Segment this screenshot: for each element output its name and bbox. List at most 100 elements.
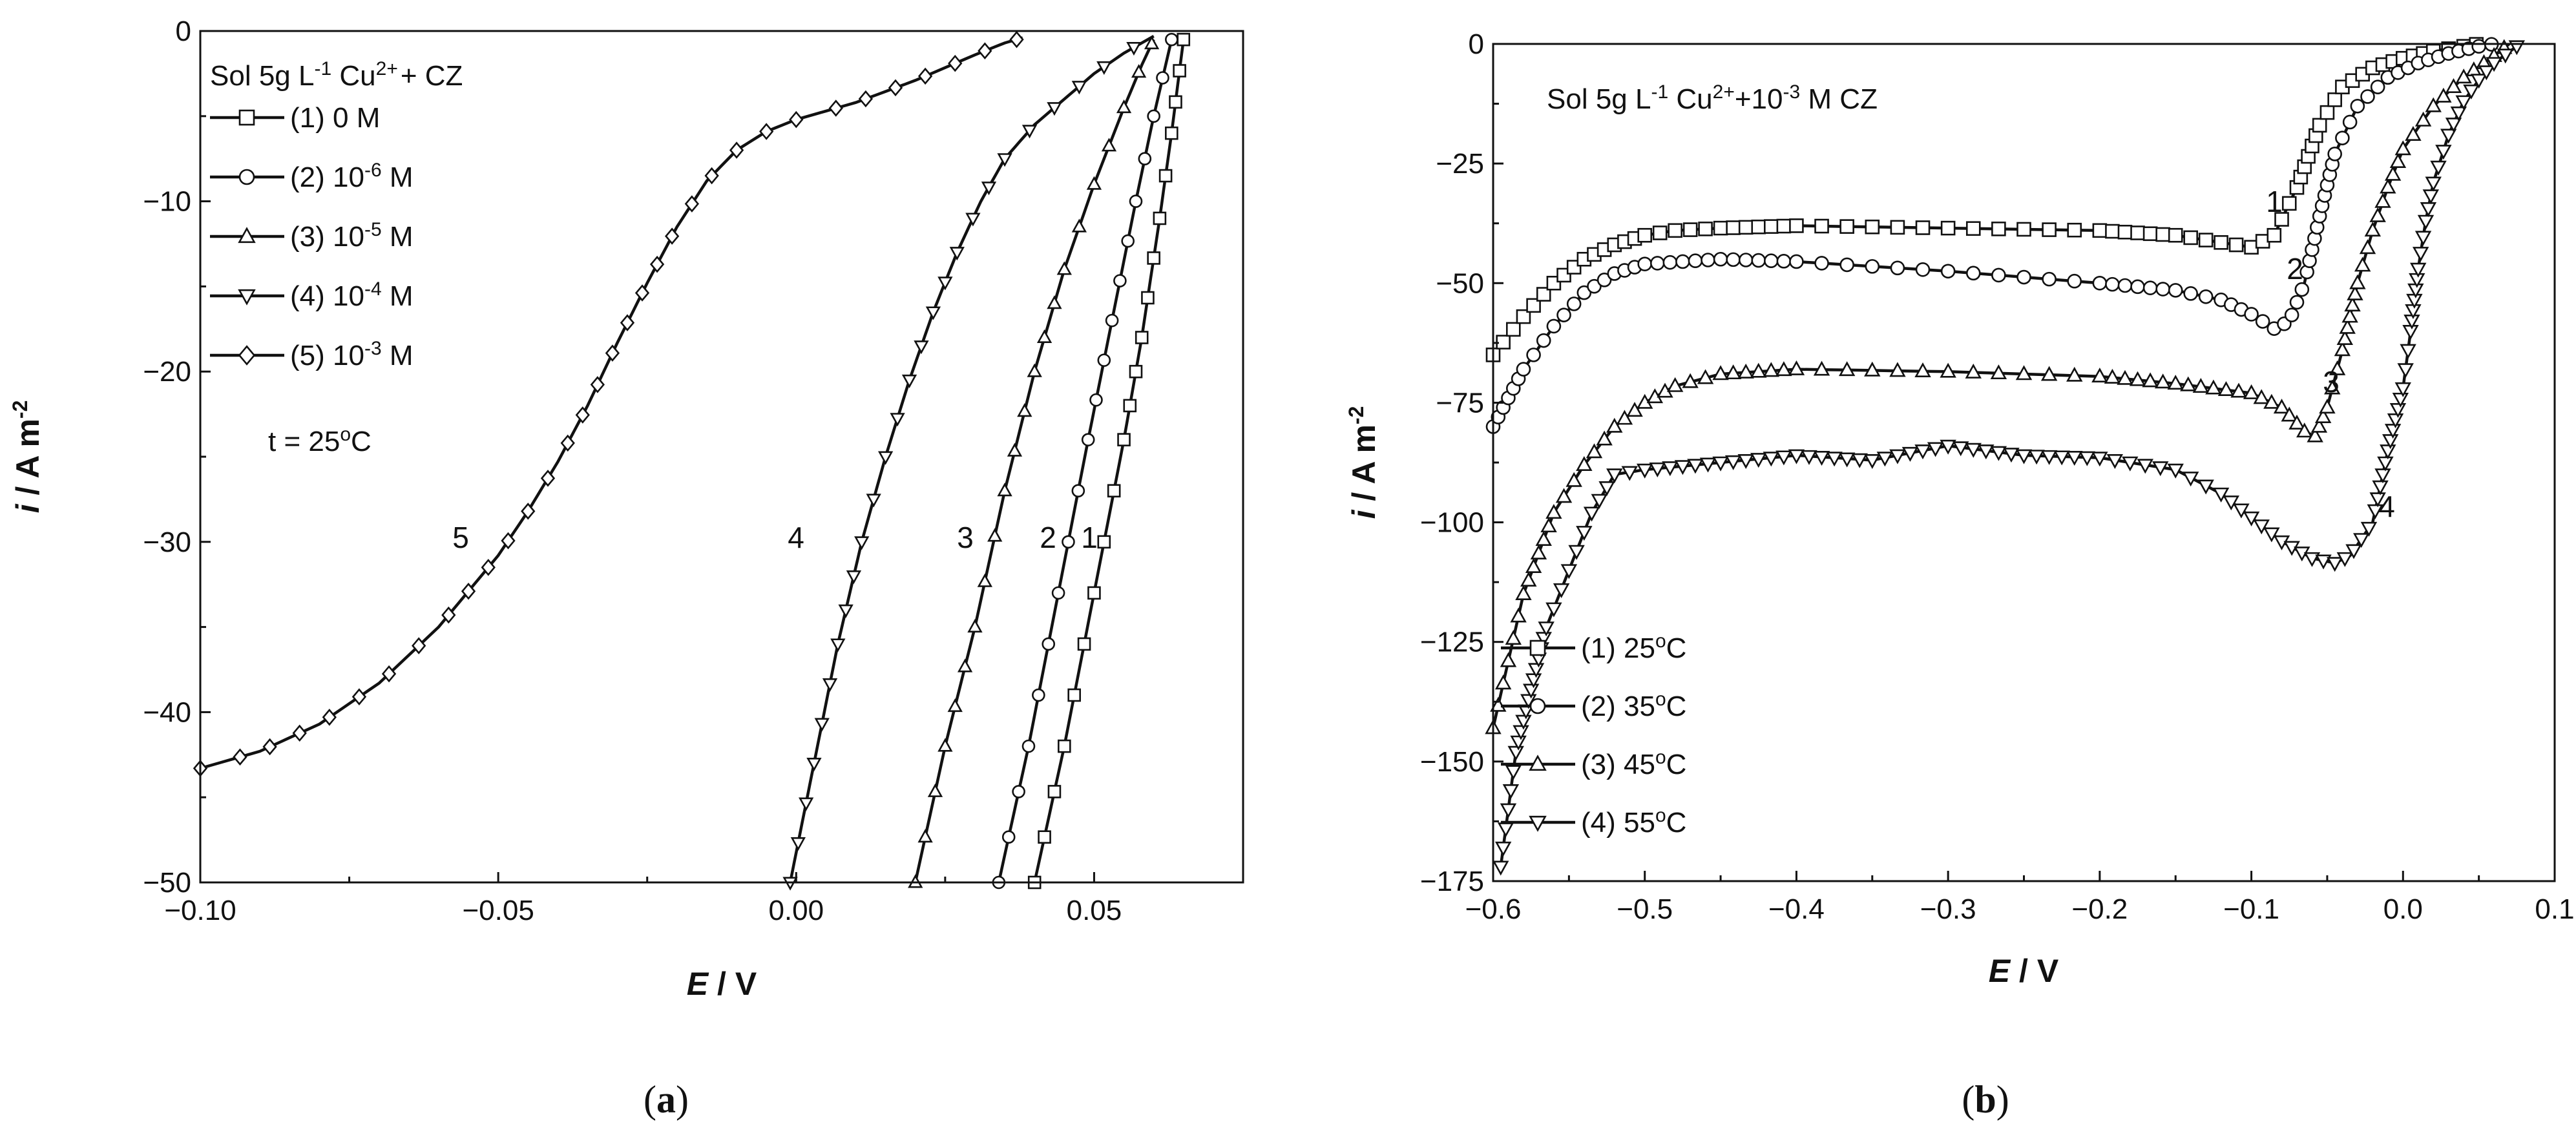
a-series-4 xyxy=(782,34,1155,891)
panel-b-x-axis-title: E / V xyxy=(1989,953,2059,989)
a-series-1-point xyxy=(1177,32,1191,47)
a-series-3-point xyxy=(1071,218,1087,233)
a-y-tick-label: −20 xyxy=(143,356,191,388)
b-series-4-point xyxy=(2417,214,2435,230)
b-series-1-point xyxy=(1839,219,1854,234)
a-series-3-point xyxy=(997,483,1012,497)
b-series-3-point xyxy=(2349,274,2366,289)
b-series-3-point xyxy=(2066,366,2083,382)
a-legend-label: (4) 10-4 M xyxy=(290,278,414,313)
b-series-4-point xyxy=(1494,841,1512,857)
b-series-1-point xyxy=(1738,220,1754,235)
b-series-1-point xyxy=(2198,233,2214,247)
b-series-2-point xyxy=(2350,98,2365,114)
b-y-tick-label: −50 xyxy=(1436,267,1484,299)
b-series-4-point xyxy=(2470,74,2487,89)
b-y-tick-label: 0 xyxy=(1469,28,1484,60)
b-series-1-point xyxy=(1516,309,1531,324)
b-series-3-point xyxy=(1576,456,1593,472)
a-series-2-point xyxy=(1129,194,1143,208)
a-series-5-point xyxy=(684,195,700,213)
b-series-2-point xyxy=(2198,289,2214,304)
b-series-3-point xyxy=(1510,607,1527,623)
b-series-3-point xyxy=(1525,558,1542,573)
b-series-3-point xyxy=(1763,362,1780,377)
b-series-2-point xyxy=(2370,79,2385,94)
b-series-1-point xyxy=(2130,225,2145,240)
panel-a-y-axis-title: i / A m-2 xyxy=(8,401,46,514)
b-series-3-point xyxy=(2129,371,2146,386)
b-legend-label: (3) 45oC xyxy=(1581,747,1686,781)
b-series-4-point xyxy=(2430,160,2447,176)
b-series-4-point xyxy=(2384,424,2402,439)
b-series-4-point xyxy=(2353,533,2370,548)
b-legend-label: (4) 55oC xyxy=(1581,805,1686,839)
b-series-4-point xyxy=(2091,452,2108,467)
panel-b-curve-label-1: 1 xyxy=(2266,185,2283,218)
panel-b-curve-label-4: 4 xyxy=(2378,490,2395,523)
a-series-2-point xyxy=(1051,586,1065,600)
a-series-2-point xyxy=(1097,353,1111,367)
panel-a-curve-label-1: 1 xyxy=(1081,521,1098,554)
b-series-3-point xyxy=(2334,341,2351,357)
b-series-4-point xyxy=(2440,129,2457,144)
b-series-4-point xyxy=(1965,443,1982,458)
b-series-3-point xyxy=(2253,389,2270,404)
b-series-3-point xyxy=(1606,417,1623,433)
a-series-1-point xyxy=(1058,739,1071,753)
b-series-4-point xyxy=(2197,479,2214,495)
b-series-3-point xyxy=(1505,630,1522,645)
a-x-tick-label: 0.00 xyxy=(768,895,824,926)
b-legend-marker xyxy=(1529,755,1547,771)
a-series-5-point xyxy=(481,559,496,576)
b-series-2-point xyxy=(1566,297,1582,311)
a-series-5-line xyxy=(200,36,1023,770)
b-series-3-point xyxy=(1838,361,1856,377)
b-series-4-point xyxy=(1952,441,1969,457)
a-series-2-point xyxy=(1089,393,1103,407)
b-series-1-point xyxy=(1682,222,1698,237)
b-series-2-point xyxy=(1576,285,1592,300)
b-legend-entry-4: (4) 55oC xyxy=(1501,805,1686,839)
a-series-5-point xyxy=(759,123,774,140)
b-series-3-point xyxy=(1666,377,1684,392)
a-series-5-point xyxy=(381,665,397,683)
b-series-1-point xyxy=(1764,219,1779,234)
b-series-1-point xyxy=(2067,222,2082,238)
panel-b-y-axis-title: i / A m-2 xyxy=(1345,406,1382,519)
a-series-5-point xyxy=(917,67,933,85)
b-series-4-point xyxy=(1502,784,1520,799)
a-series-5-point xyxy=(978,42,992,60)
b-series-1-point xyxy=(1915,220,1931,235)
b-series-3-point xyxy=(2425,97,2442,112)
b-series-1-point xyxy=(1652,225,1668,240)
a-series-4-point xyxy=(830,638,846,652)
a-series-3-point xyxy=(937,738,953,752)
panel-a-legend: Sol 5g L-1 Cu2++ CZ (1) 0 M (2) 10-6 M (3)… xyxy=(210,58,463,457)
a-series-4-point xyxy=(914,340,929,355)
b-series-4-point xyxy=(1515,714,1532,730)
a-y-tick-label: 0 xyxy=(176,16,191,47)
b-series-3-point xyxy=(1545,504,1562,519)
b-series-4-point xyxy=(2422,189,2440,205)
b-series-3-point xyxy=(2263,393,2280,409)
b-series-4-point xyxy=(1553,583,1570,598)
b-series-1-point xyxy=(2319,105,2335,120)
a-series-5-point xyxy=(664,227,680,245)
b-series-4-point xyxy=(2410,262,2427,278)
b-series-4-point xyxy=(2445,118,2462,133)
a-y-tick-label: −30 xyxy=(143,526,191,558)
panel-a-label: (a) xyxy=(644,1078,689,1121)
a-series-2-point xyxy=(1012,785,1025,798)
b-series-3-point xyxy=(2389,152,2407,168)
a-series-2-point xyxy=(1071,484,1085,498)
a-series-5-point xyxy=(521,503,536,520)
b-series-3-point xyxy=(1889,362,1906,377)
b-series-3-point xyxy=(2329,360,2346,375)
b-series-4-point xyxy=(1662,461,1679,477)
b-series-1-point xyxy=(1776,218,1792,234)
b-series-2-point xyxy=(2294,282,2310,297)
b-series-2-point xyxy=(1814,256,1829,271)
b-legend-entry-1: (1) 25oC xyxy=(1501,630,1686,664)
a-legend-entry-2: (2) 10-6 M xyxy=(210,160,414,193)
